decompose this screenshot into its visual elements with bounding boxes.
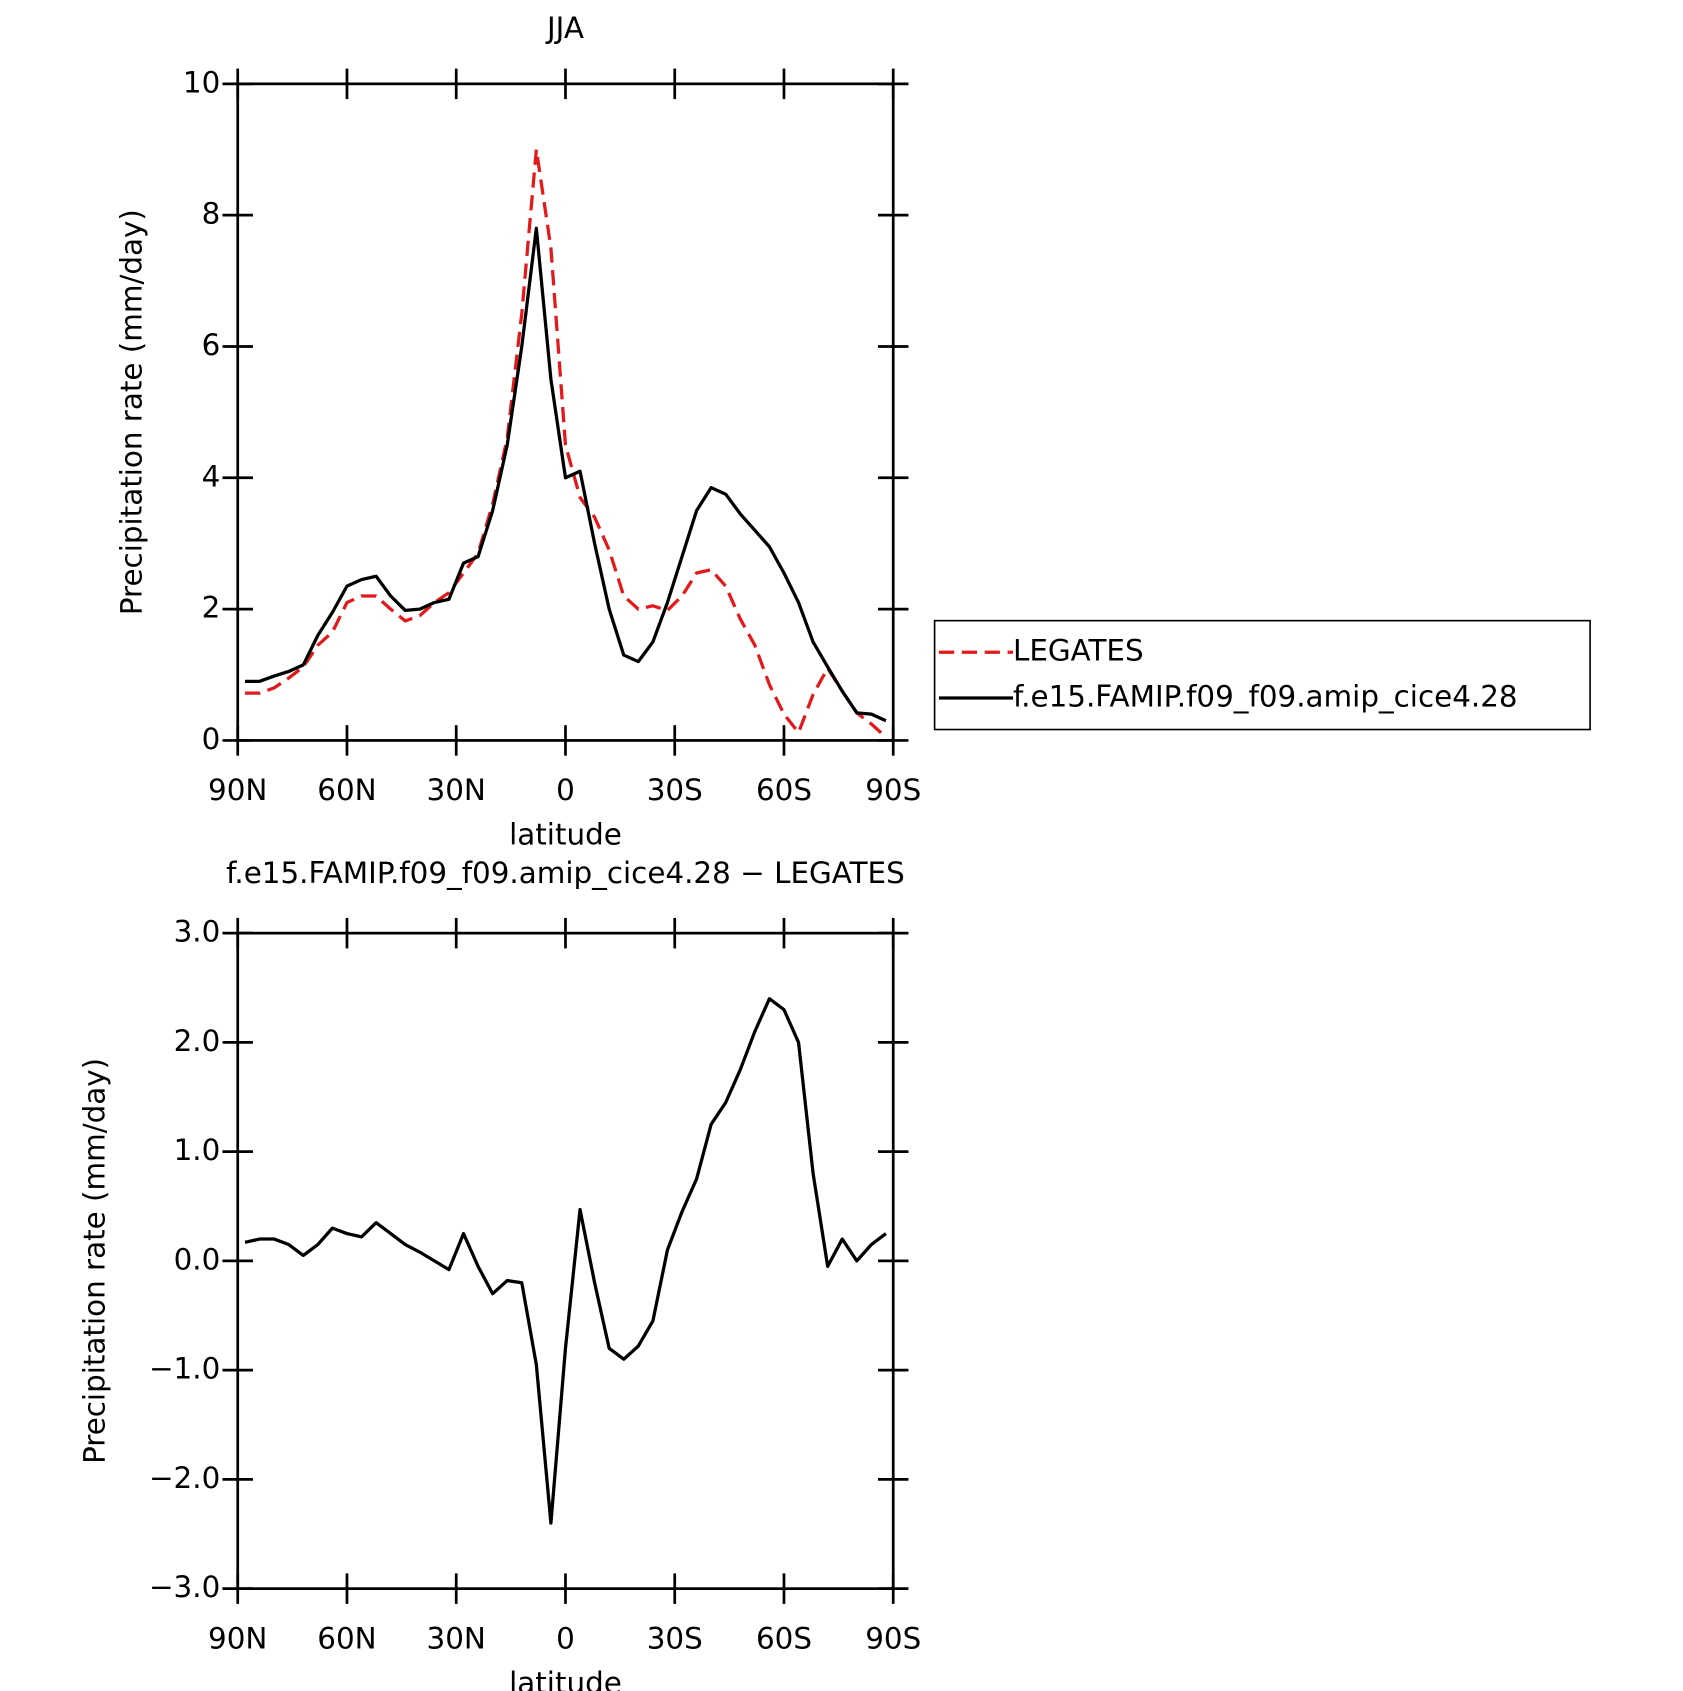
- y-tick-label: 10: [183, 65, 220, 99]
- x-tick-label: 90N: [208, 1621, 267, 1655]
- x-tick-label: 0: [556, 773, 575, 807]
- x-tick-label: 60N: [317, 773, 376, 807]
- chart-title: JJA: [545, 11, 584, 45]
- y-tick-label: 6: [202, 328, 221, 362]
- y-tick-label: 3.0: [174, 915, 221, 949]
- chart-title: f.e15.FAMIP.f09_f09.amip_cice4.28 − LEGA…: [226, 856, 905, 890]
- y-tick-label: −3.0: [149, 1570, 220, 1604]
- plot-frame: [236, 82, 895, 742]
- x-tick-label: 0: [556, 1621, 575, 1655]
- y-axis-label: Precipitation rate (mm/day): [78, 1058, 112, 1464]
- x-axis-label: latitude: [509, 1666, 622, 1691]
- x-tick-label: 30S: [647, 1621, 703, 1655]
- x-tick-label: 90S: [865, 773, 921, 807]
- x-tick-label: 60S: [756, 1621, 812, 1655]
- y-tick-label: 8: [202, 197, 221, 231]
- legend-label: LEGATES: [1013, 634, 1144, 668]
- x-tick-label: 60N: [317, 1621, 376, 1655]
- legend-box: [933, 619, 1591, 731]
- y-tick-label: 4: [202, 459, 221, 493]
- y-tick-label: 0: [202, 722, 221, 756]
- data-line: [245, 147, 888, 739]
- y-axis-label: Precipitation rate (mm/day): [115, 209, 149, 615]
- x-tick-label: 30N: [427, 1621, 486, 1655]
- x-tick-label: 90N: [208, 773, 267, 807]
- y-tick-label: 0.0: [174, 1242, 221, 1276]
- x-tick-label: 90S: [865, 1621, 921, 1655]
- y-tick-label: 2: [202, 591, 221, 625]
- data-line: [245, 226, 887, 723]
- x-tick-label: 60S: [756, 773, 812, 807]
- legend-label: f.e15.FAMIP.f09_f09.amip_cice4.28: [1013, 679, 1518, 713]
- y-tick-label: −1.0: [149, 1352, 220, 1386]
- data-line: [244, 997, 887, 1525]
- x-tick-label: 30S: [647, 773, 703, 807]
- x-tick-label: 30N: [427, 773, 486, 807]
- y-tick-label: 2.0: [174, 1024, 221, 1058]
- y-tick-label: −2.0: [149, 1461, 220, 1495]
- x-axis-label: latitude: [509, 818, 622, 852]
- plot-frame: [236, 931, 895, 1591]
- y-tick-label: 1.0: [174, 1133, 221, 1167]
